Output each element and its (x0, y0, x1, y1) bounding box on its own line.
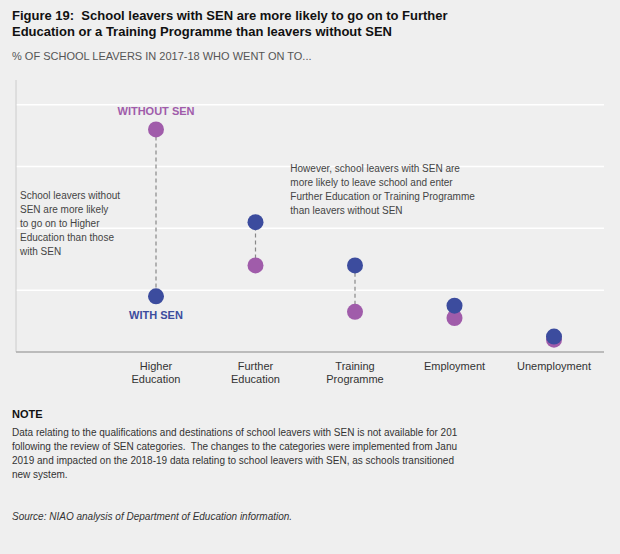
text-line: Figure 19: School leavers with SEN are m… (12, 8, 448, 23)
text-line: Education (231, 373, 280, 385)
text-line: Data relating to the qualifications and … (12, 427, 458, 438)
marks (148, 121, 562, 347)
dot (347, 257, 363, 273)
dot (248, 257, 264, 273)
grid-line (16, 104, 604, 106)
text-line: more likely to leave school and enter (290, 177, 453, 188)
x-axis-line (16, 351, 604, 353)
text-line: 2019 and impacted on the 2018-19 data re… (12, 455, 454, 466)
text-line: Further (238, 360, 274, 372)
title: Figure 19: School leavers with SEN are m… (12, 8, 448, 39)
x-tick-label: FurtherEducation (231, 360, 280, 385)
text-line: Higher (140, 360, 173, 372)
annotation: However, school leavers with SEN are more… (290, 163, 475, 216)
text-line: Training (335, 360, 374, 372)
text-line: Education than those (20, 232, 114, 243)
grid-line (16, 289, 604, 291)
connector (155, 129, 156, 296)
dot (148, 288, 164, 304)
text-line: However, school leavers with SEN are (290, 163, 460, 174)
text-line: SEN are more likely (20, 204, 108, 215)
text-line: following the review of SEN categories. … (12, 441, 457, 452)
y-axis-line (16, 80, 17, 352)
text-line: with SEN (19, 246, 61, 257)
source: Source: NIAO analysis of Department of E… (12, 511, 292, 522)
text-line: than leavers without SEN (290, 205, 402, 216)
dot (248, 214, 264, 230)
dot (347, 304, 363, 320)
note: Data relating to the qualifications and … (12, 427, 458, 480)
text-line: School leavers without (20, 190, 120, 201)
text-line: Unemployment (517, 360, 591, 372)
page: {"chart_data": { "type": "dumbbell", "ti… (0, 0, 620, 554)
series-label: WITHOUT SEN (118, 105, 195, 117)
dot (546, 329, 562, 345)
text-line: to go on to Higher (20, 218, 100, 229)
dot (447, 298, 463, 314)
series-label: WITH SEN (129, 309, 183, 321)
text-line: Education or a Training Programme than l… (12, 24, 392, 39)
x-tick-label: Unemployment (517, 360, 591, 372)
text-line: Further Education or Training Programme (290, 191, 475, 202)
x-tick-label: HigherEducation (132, 360, 181, 385)
x-tick-label: TrainingProgramme (326, 360, 383, 385)
x-tick-label: Employment (424, 360, 485, 372)
dot (148, 121, 164, 137)
text-line: Education (132, 373, 181, 385)
note-title: NOTE (12, 408, 43, 420)
background (0, 0, 620, 554)
grid-line (16, 228, 604, 230)
text-line: Employment (424, 360, 485, 372)
annotation: School leavers without SEN are more likel… (19, 190, 120, 257)
subtitle: % OF SCHOOL LEAVERS IN 2017-18 WHO WENT … (12, 50, 312, 62)
grid (16, 105, 604, 290)
chart: Figure 19: School leavers with SEN are m… (0, 0, 620, 554)
text-line: Programme (326, 373, 383, 385)
text-line: new system. (12, 469, 68, 480)
